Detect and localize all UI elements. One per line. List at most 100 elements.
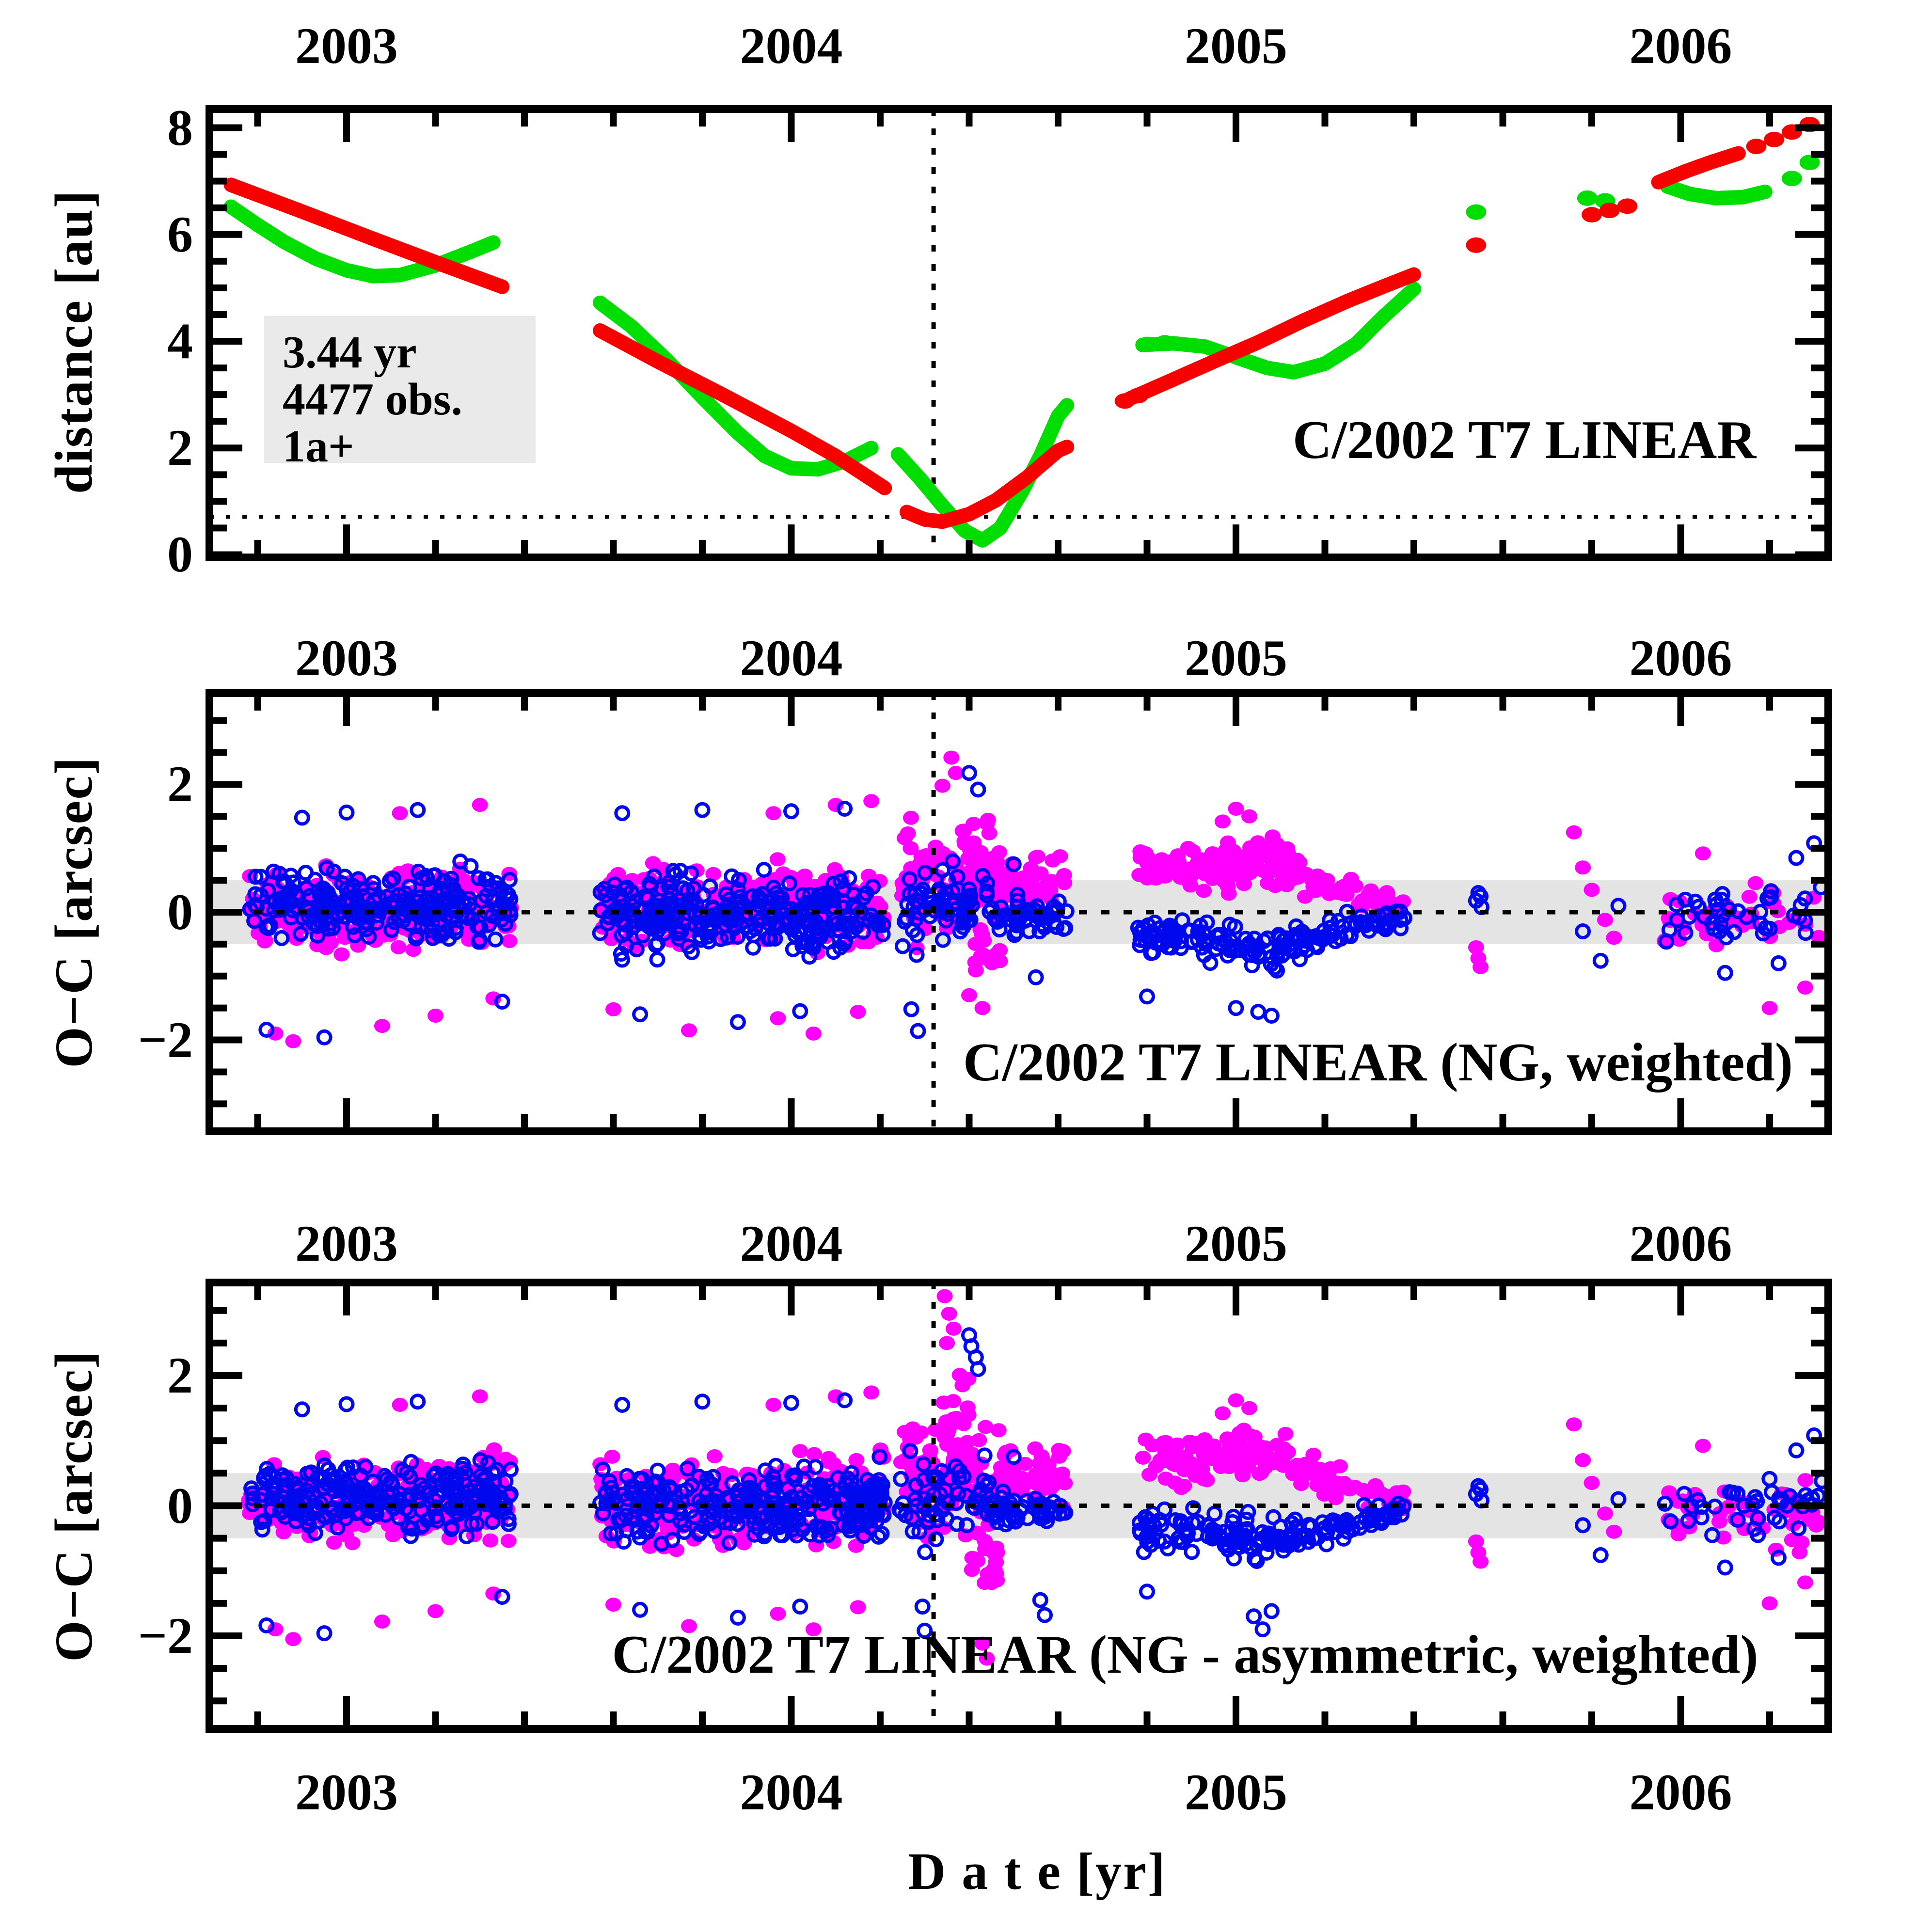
data-point [458, 907, 475, 923]
data-point [355, 888, 372, 904]
data-point [604, 1449, 620, 1464]
data-point [655, 1483, 672, 1499]
data-point [1254, 1621, 1271, 1638]
data-point [1139, 988, 1155, 1005]
data-point [383, 922, 399, 938]
data-point [452, 853, 469, 870]
data-point [802, 1526, 818, 1543]
data-point [428, 1604, 443, 1618]
data-point [1468, 940, 1484, 954]
data-point [260, 882, 276, 899]
y-tick-label: 8 [167, 99, 193, 156]
data-point [384, 1476, 400, 1492]
data-point [1226, 1550, 1242, 1567]
data-point [419, 911, 435, 928]
data-point [681, 1619, 697, 1633]
distance-curve-segment [593, 323, 892, 495]
data-point [298, 865, 314, 881]
data-point [428, 1009, 443, 1023]
data-point [1255, 840, 1271, 855]
data-point [1761, 1596, 1778, 1611]
data-point [614, 1396, 631, 1413]
x-axis-year-label: 2003 [295, 17, 398, 74]
data-point [455, 1457, 471, 1473]
data-point [864, 1476, 881, 1493]
distance-curve-segment [1651, 146, 1746, 190]
data-point [598, 1484, 614, 1501]
data-point [792, 1444, 808, 1458]
data-point [290, 1481, 306, 1498]
data-point [1156, 1533, 1172, 1550]
data-point [957, 1374, 973, 1388]
data-point [973, 949, 989, 963]
data-point [258, 1022, 275, 1038]
data-point [909, 927, 925, 943]
data-point [893, 1471, 909, 1487]
data-point [299, 901, 315, 918]
data-point [649, 922, 666, 939]
data-point [503, 1461, 519, 1478]
data-point [1763, 883, 1779, 900]
data-point [1185, 1515, 1201, 1531]
data-point [614, 805, 631, 822]
data-point [915, 1456, 932, 1473]
data-point [283, 909, 299, 926]
data-point [244, 1485, 261, 1502]
data-point [1244, 947, 1260, 963]
data-point [410, 863, 427, 880]
data-point [1224, 1514, 1241, 1530]
data-point [1139, 1534, 1156, 1550]
data-point [1005, 856, 1022, 872]
data-point [1180, 840, 1196, 855]
data-point [1183, 934, 1200, 950]
data-point [1811, 930, 1825, 944]
distance-curve-segment [1135, 282, 1421, 380]
data-point [261, 1466, 277, 1482]
data-point [845, 1481, 861, 1497]
data-point [614, 951, 631, 968]
data-point [904, 1421, 921, 1436]
data-point [767, 1519, 784, 1536]
data-point [979, 883, 995, 900]
data-point [408, 930, 424, 947]
data-point [1347, 1480, 1363, 1494]
data-point [634, 1481, 651, 1497]
data-point [1220, 887, 1237, 901]
data-point [837, 801, 853, 817]
data-point [1224, 869, 1240, 883]
data-point [670, 931, 687, 947]
data-point [699, 918, 716, 934]
data-point [729, 881, 746, 898]
data-point [863, 1385, 880, 1400]
data-point [706, 906, 723, 923]
data-point [329, 908, 346, 925]
data-point [1054, 1466, 1071, 1481]
data-point [1236, 1531, 1252, 1547]
data-point [1250, 949, 1267, 965]
data-point [1279, 841, 1296, 855]
data-point [482, 1533, 499, 1548]
data-point [1272, 856, 1288, 871]
data-point [848, 1453, 865, 1467]
data-point [1005, 1449, 1022, 1465]
data-point [1304, 873, 1320, 887]
panel-oc-ng-asymmetric-panel [209, 1283, 1828, 1729]
data-point [316, 1029, 333, 1045]
data-point [976, 1447, 993, 1464]
distance-dot [1781, 171, 1802, 187]
data-point [1234, 856, 1251, 871]
data-point [1797, 981, 1813, 995]
data-point [338, 804, 355, 821]
data-point [350, 871, 366, 887]
data-point [1235, 1423, 1252, 1437]
data-point [676, 1524, 693, 1540]
data-point [494, 1589, 510, 1605]
data-point [1677, 891, 1694, 908]
data-point [1234, 1452, 1250, 1466]
data-point [850, 1600, 866, 1615]
distance-dot [1466, 237, 1487, 253]
data-point [1741, 889, 1758, 904]
data-point [1758, 920, 1774, 936]
data-point [1773, 1494, 1789, 1511]
